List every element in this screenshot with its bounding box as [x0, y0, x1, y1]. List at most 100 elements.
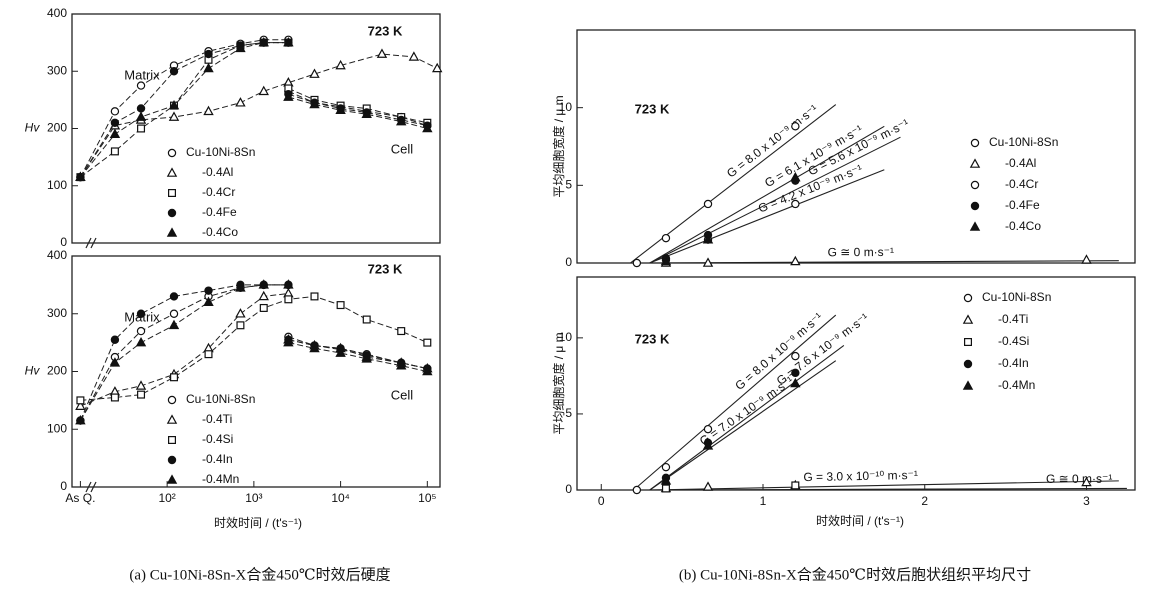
- marker: [169, 67, 179, 76]
- legend-marker: [962, 314, 974, 324]
- marker: [431, 62, 443, 73]
- series-line: [288, 342, 428, 372]
- marker: [361, 353, 372, 363]
- marker: [136, 81, 146, 90]
- legend-marker: [963, 338, 972, 347]
- y-axis-label: Hv: [25, 364, 41, 378]
- marker: [702, 257, 714, 267]
- legend-marker: [167, 148, 177, 158]
- legend-marker: [969, 221, 981, 231]
- legend-label: -0.4Fe: [202, 205, 237, 219]
- marker: [235, 308, 246, 318]
- x-axis-label: 时效时间 / (t's⁻¹): [816, 513, 904, 528]
- marker: [702, 481, 714, 491]
- x-tick-label: 3: [1083, 494, 1090, 508]
- plot-frame: [576, 29, 1136, 264]
- legend-label: -0.4Al: [202, 165, 233, 179]
- marker: [396, 360, 407, 370]
- series-line: [288, 90, 428, 127]
- annotation: 723 K: [635, 331, 670, 346]
- marker: [75, 414, 86, 425]
- marker: [632, 485, 642, 495]
- fit-line-label: G ≅ 0 m·s⁻¹: [828, 245, 894, 259]
- fit-line-label: G ≅ 0 m·s⁻¹: [1046, 472, 1112, 486]
- marker: [259, 303, 268, 312]
- legend-label: -0.4In: [202, 452, 233, 466]
- marker: [135, 380, 147, 390]
- legend-label: -0.4Co: [1005, 219, 1041, 233]
- fit-line: [633, 314, 837, 491]
- marker: [283, 336, 294, 347]
- legend-marker: [962, 380, 974, 390]
- x-tick-label: 1: [760, 494, 767, 508]
- legend-label: -0.4Fe: [1005, 198, 1040, 212]
- x-tick-label: 10⁴: [331, 491, 350, 505]
- legend-label: Cu-10Ni-8Sn: [186, 145, 255, 159]
- marker: [335, 104, 346, 114]
- marker: [310, 292, 319, 301]
- marker: [703, 199, 713, 209]
- series-line: [79, 39, 289, 178]
- series-line: [288, 87, 428, 124]
- legend-label: -0.4Cr: [202, 185, 235, 199]
- plot-frame: [576, 276, 1136, 491]
- marker: [136, 104, 146, 113]
- marker: [661, 484, 670, 493]
- plot-frame: [71, 13, 441, 244]
- marker: [110, 335, 120, 344]
- fit-line: [649, 136, 901, 264]
- fit-line: [649, 487, 1127, 491]
- x-tick-label: 10⁵: [418, 491, 436, 505]
- series-line: [288, 93, 428, 127]
- marker: [283, 36, 294, 47]
- marker: [136, 326, 146, 336]
- marker: [283, 279, 294, 289]
- legend-marker: [167, 208, 177, 218]
- fit-line: [649, 345, 845, 491]
- marker: [790, 171, 801, 182]
- marker: [204, 49, 213, 59]
- marker: [408, 51, 420, 61]
- marker: [76, 396, 85, 405]
- y-tick-label: 100: [47, 178, 67, 192]
- marker: [109, 128, 121, 139]
- marker: [135, 336, 147, 347]
- legend-marker: [166, 414, 178, 424]
- legend-label: -0.4Co: [202, 225, 238, 239]
- fit-line: [649, 260, 1119, 264]
- fit-line: [649, 480, 1119, 491]
- series-line: [288, 96, 428, 129]
- fit-line-label: G = 3.0 x 10⁻¹⁰ m·s⁻¹: [803, 468, 918, 484]
- legend-label: -0.4Al: [1005, 156, 1036, 170]
- marker: [791, 122, 800, 131]
- fit-line-label: G = 8.0 x 10⁻⁹ m·s⁻¹: [724, 102, 820, 181]
- marker: [169, 309, 179, 318]
- marker: [791, 368, 800, 378]
- marker: [335, 59, 346, 70]
- y-tick-label: 10: [559, 100, 573, 114]
- marker: [791, 351, 800, 361]
- marker: [135, 111, 147, 121]
- caption: (b) Cu-10Ni-8Sn-X合金450℃时效后胞状组织平均尺寸: [679, 566, 1031, 583]
- marker: [1081, 254, 1092, 264]
- marker: [110, 107, 120, 116]
- marker: [309, 98, 320, 109]
- marker: [790, 255, 801, 266]
- legend-marker: [963, 359, 973, 369]
- axis-break: [90, 481, 97, 493]
- marker: [376, 48, 388, 58]
- legend-marker: [969, 158, 981, 168]
- marker: [283, 91, 294, 101]
- marker: [258, 85, 269, 96]
- y-tick-label: 5: [565, 406, 572, 420]
- marker: [75, 400, 86, 410]
- annotation: Cell: [391, 141, 414, 156]
- axis-break: [90, 237, 97, 249]
- marker: [422, 122, 433, 133]
- y-tick-label: 200: [47, 364, 67, 378]
- x-tick-label: 10³: [245, 491, 262, 505]
- plot-frame: [71, 255, 441, 488]
- annotation: 723 K: [368, 23, 403, 38]
- marker: [168, 111, 180, 121]
